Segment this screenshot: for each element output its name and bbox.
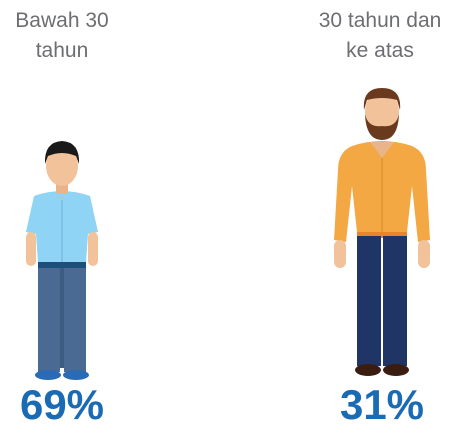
figure-young bbox=[26, 141, 98, 380]
figure-adult bbox=[334, 88, 430, 376]
value-label: 69% bbox=[0, 382, 142, 428]
category-label: Bawah 30 tahun bbox=[4, 6, 120, 66]
infographic: Bawah 30 tahun 30 tahun dan ke atas 69% … bbox=[0, 0, 456, 428]
value-label: 31% bbox=[302, 382, 456, 428]
category-label: 30 tahun dan ke atas bbox=[310, 6, 450, 66]
